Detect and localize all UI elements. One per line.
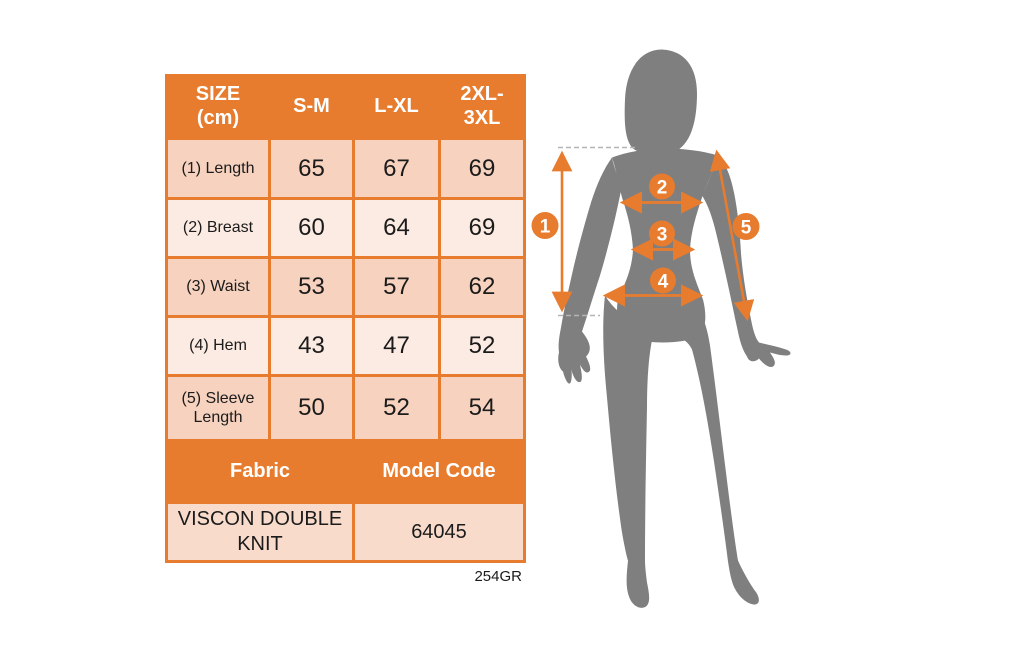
marker-2-number: 2 [657, 178, 668, 199]
marker-3-circle [649, 220, 675, 247]
waist-sm-value: 53 [268, 256, 355, 318]
hem-2xl3xl-value: 52 [438, 315, 526, 377]
row-label-length: (1) Length [165, 137, 271, 200]
length-2xl3xl-value: 69 [438, 137, 526, 200]
table-row: (5) Sleeve Length 50 52 54 [165, 374, 526, 442]
figure-svg: 1 2 3 4 5 [531, 49, 791, 608]
table-row: (3) Waist 53 57 62 [165, 256, 526, 318]
body-measurement-figure: 1 2 3 4 5 [525, 35, 825, 625]
waist-2xl3xl-value: 62 [438, 256, 526, 318]
sleeve-2xl3xl-value: 54 [438, 374, 526, 442]
row-label-hem: (4) Hem [165, 315, 271, 377]
marker-5-number: 5 [741, 218, 752, 239]
row-label-sleeve-length: (5) Sleeve Length [165, 374, 271, 442]
hem-sm-value: 43 [268, 315, 355, 377]
sleeve-lxl-value: 52 [352, 374, 441, 442]
header-size-cm: SIZE (cm) [165, 74, 271, 140]
size-table-grid: SIZE (cm) S-M L-XL 2XL-3XL (1) Length 65… [165, 74, 526, 563]
breast-lxl-value: 64 [352, 197, 441, 259]
header-size-2xl3xl: 2XL-3XL [438, 74, 526, 140]
measurement-arrow-sleeve [709, 149, 755, 322]
marker-1-circle [531, 212, 559, 239]
marker-4-circle [650, 267, 676, 294]
model-code-value: 64045 [352, 501, 526, 563]
model-code-header: Model Code [352, 439, 526, 504]
table-footer-header-row: Fabric Model Code [165, 439, 526, 504]
hem-lxl-value: 47 [352, 315, 441, 377]
table-header-row: SIZE (cm) S-M L-XL 2XL-3XL [165, 74, 526, 140]
silhouette-right-leg [665, 292, 759, 605]
marker-2-circle [649, 173, 675, 200]
row-label-waist: (3) Waist [165, 256, 271, 318]
marker-1-length: 1 [531, 212, 559, 239]
table-footer-values-row: VISCON DOUBLE KNIT 64045 [165, 501, 526, 563]
size-table: SIZE (cm) S-M L-XL 2XL-3XL (1) Length 65… [165, 74, 526, 585]
sleeve-sm-value: 50 [268, 374, 355, 442]
row-label-breast: (2) Breast [165, 197, 271, 259]
silhouette-right-arm [702, 155, 791, 367]
length-sm-value: 65 [268, 137, 355, 200]
marker-1-number: 1 [540, 217, 551, 238]
table-row: (1) Length 65 67 69 [165, 137, 526, 200]
fabric-value: VISCON DOUBLE KNIT [165, 501, 355, 563]
table-row: (4) Hem 43 47 52 [165, 315, 526, 377]
silhouette-head [624, 49, 697, 155]
table-row: (2) Breast 60 64 69 [165, 197, 526, 259]
female-silhouette [558, 49, 791, 608]
marker-5-sleeve: 5 [732, 213, 760, 240]
marker-4-number: 4 [658, 272, 669, 293]
breast-2xl3xl-value: 69 [438, 197, 526, 259]
marker-5-circle [732, 213, 760, 240]
weight-note: 254GR [474, 568, 522, 585]
marker-4-hem: 4 [650, 267, 676, 294]
marker-2-breast: 2 [649, 173, 675, 200]
marker-3-waist: 3 [649, 220, 675, 247]
header-size-lxl: L-XL [352, 74, 441, 140]
breast-sm-value: 60 [268, 197, 355, 259]
marker-3-number: 3 [657, 225, 668, 246]
length-lxl-value: 67 [352, 137, 441, 200]
silhouette-left-leg [603, 295, 653, 608]
fabric-header: Fabric [165, 439, 355, 504]
header-size-sm: S-M [268, 74, 355, 140]
waist-lxl-value: 57 [352, 256, 441, 318]
silhouette-left-arm [558, 157, 622, 384]
